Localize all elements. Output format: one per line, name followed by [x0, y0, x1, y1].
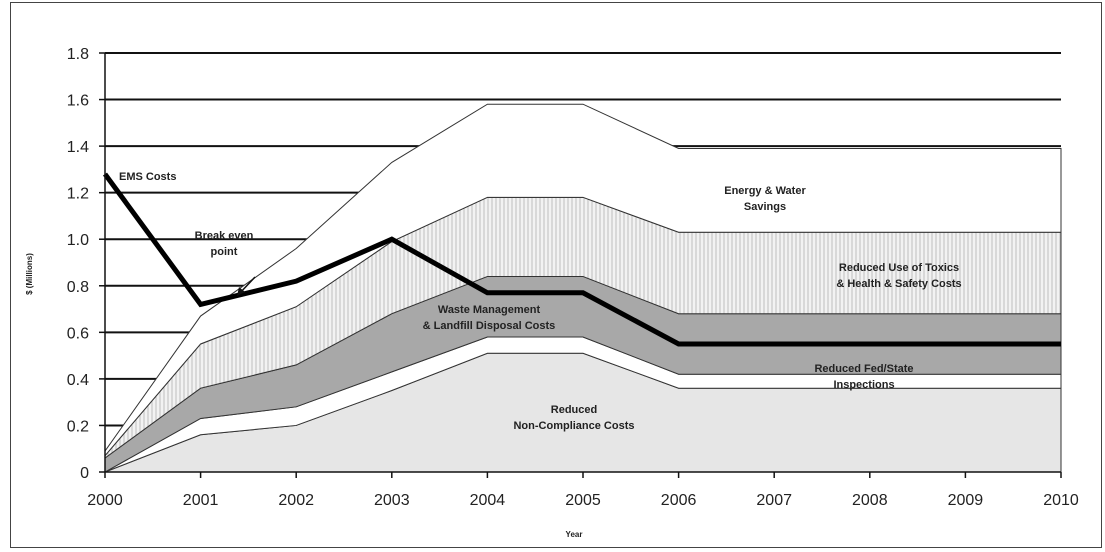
- y-tick-label: 0.2: [67, 418, 89, 435]
- x-axis-title: Year: [566, 530, 583, 539]
- series-label: Energy & Water Savings: [724, 185, 806, 213]
- series-label: Waste Management & Landfill Disposal Cost…: [423, 304, 556, 332]
- y-tick-label: 1.8: [67, 46, 89, 63]
- x-tick-label: 2008: [852, 492, 888, 509]
- x-tick-label: 2002: [278, 492, 314, 509]
- x-tick-label: 2006: [661, 492, 697, 509]
- series-label: Reduced Non-Compliance Costs: [513, 404, 634, 432]
- x-tick-label: 2004: [470, 492, 506, 509]
- y-tick-label: 1.6: [67, 93, 89, 110]
- y-tick-label: 1.4: [67, 139, 89, 156]
- x-tick-label: 2000: [87, 492, 123, 509]
- ems-cost-line: [102, 172, 1061, 347]
- chart-frame: 0 0.2 0.4 0.6 0.8 1.0 1.2 1.4 1.6 1.8 2000 2001 2002…: [10, 2, 1102, 548]
- area-chart: 0 0.2 0.4 0.6 0.8 1.0 1.2 1.4 1.6 1.8 2000 2001 2002…: [25, 46, 1079, 539]
- y-tick-label: 0.6: [67, 325, 89, 342]
- x-tick-label: 2001: [183, 492, 219, 509]
- y-tick-label: 0.8: [67, 279, 89, 296]
- series-label: Reduced Fed/State Inspections: [814, 363, 913, 391]
- break-even-label: Break even point: [195, 230, 254, 258]
- x-tick-label: 2007: [756, 492, 792, 509]
- ems-costs-line: [102, 172, 1061, 347]
- axes: 0 0.2 0.4 0.6 0.8 1.0 1.2 1.4 1.6 1.8 2000 2001 2002…: [67, 46, 1079, 509]
- y-tick-label: 1.0: [67, 232, 89, 249]
- y-axis-title: $ (Millions): [25, 253, 34, 295]
- x-tick-label: 2009: [948, 492, 984, 509]
- y-tick-label: 1.2: [67, 186, 89, 203]
- break-even-arrowhead: [237, 287, 245, 296]
- annotations: Reduced Non-Compliance Costs Reduced Fed/S…: [119, 171, 962, 432]
- ems-costs-label: EMS Costs: [119, 171, 176, 183]
- y-tick-label: 0: [80, 465, 89, 482]
- series-label: Reduced Use of Toxics & Health & Safety C…: [836, 262, 961, 290]
- x-tick-label: 2010: [1043, 492, 1079, 509]
- y-tick-label: 0.4: [67, 372, 89, 389]
- x-tick-label: 2005: [565, 492, 601, 509]
- stacked-areas: [104, 103, 1062, 473]
- x-tick-label: 2003: [374, 492, 410, 509]
- area-series-5: [104, 103, 1062, 458]
